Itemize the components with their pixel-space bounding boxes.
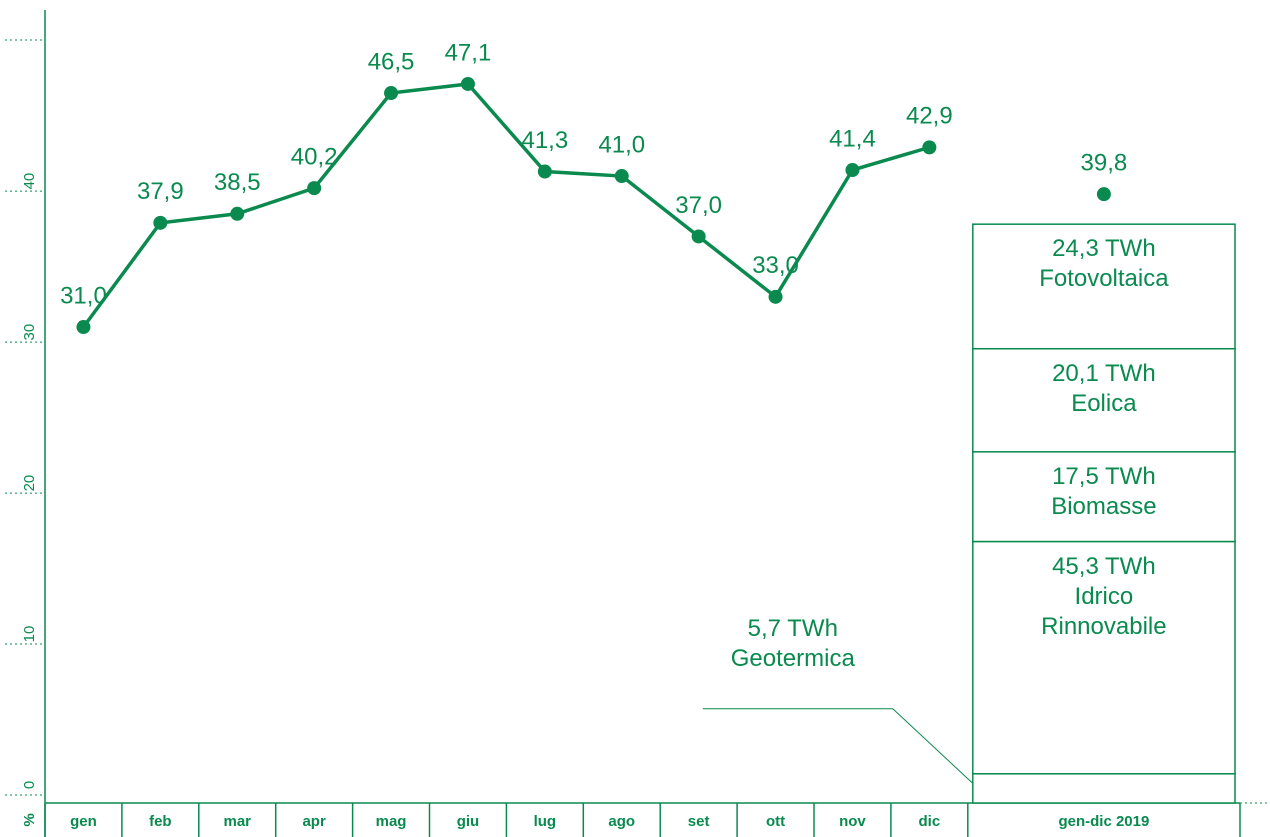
y-tick-label: 0	[21, 781, 38, 789]
stack-segment	[972, 348, 1236, 453]
x-tick-label: lug	[534, 813, 557, 830]
annual-point	[1096, 187, 1111, 202]
y-tick-label: 40	[21, 173, 38, 190]
data-point	[768, 289, 783, 304]
x-tick-label: ago	[608, 813, 635, 830]
x-tick-label: set	[688, 813, 710, 830]
data-point	[845, 163, 860, 178]
x-tick-label: feb	[149, 813, 172, 830]
value-label: 33,0	[752, 252, 799, 279]
x-tick-label: gen-dic 2019	[1058, 813, 1149, 830]
data-point	[153, 215, 168, 230]
value-label: 41,3	[521, 127, 568, 154]
data-point	[384, 86, 399, 101]
value-label: 37,0	[675, 192, 722, 219]
segment-value: 17,5 TWh	[1052, 462, 1156, 490]
segment-value: 20,1 TWh	[1052, 359, 1156, 387]
segment-label: 45,3 TWh Idrico Rinnovabile	[973, 552, 1235, 642]
segment-value: 24,3 TWh	[1052, 235, 1156, 263]
stack-segment	[972, 223, 1236, 350]
segment-label: 24,3 TWh Fotovoltaica	[973, 234, 1235, 294]
y-tick-label: 20	[21, 475, 38, 492]
x-tick-label: ott	[766, 813, 785, 830]
y-tick-label: 10	[21, 626, 38, 643]
value-label: 41,0	[598, 131, 645, 158]
data-line	[82, 82, 930, 329]
value-label: 38,5	[214, 169, 261, 196]
value-label: 41,4	[829, 125, 876, 152]
y-axis-label: %	[21, 813, 38, 826]
y-tick-label: 30	[21, 324, 38, 341]
stack-segment	[972, 540, 1236, 775]
x-tick-label: dic	[919, 813, 941, 830]
segment-label: 17,5 TWh Biomasse	[973, 462, 1235, 522]
segment-name: Biomasse	[1051, 492, 1157, 520]
data-point	[691, 229, 706, 244]
x-tick-label: apr	[302, 813, 326, 830]
segment-label: 20,1 TWh Eolica	[973, 359, 1235, 419]
stack-segment	[972, 451, 1236, 543]
segment-value: 45,3 TWh	[1052, 552, 1156, 580]
data-point	[614, 169, 629, 184]
data-point	[537, 164, 552, 179]
data-point	[922, 140, 937, 155]
data-point	[307, 181, 322, 196]
segment-name: Geotermica	[730, 644, 855, 672]
data-point	[76, 320, 91, 335]
x-tick-label: giu	[457, 813, 480, 830]
leader-line	[702, 708, 974, 784]
segment-name: Idrico Rinnovabile	[1041, 582, 1167, 640]
segment-name: Eolica	[1071, 389, 1137, 417]
segment-name: Fotovoltaica	[1039, 265, 1169, 293]
annual-value-label: 39,8	[1081, 150, 1128, 177]
data-point	[460, 76, 475, 91]
value-label: 40,2	[291, 143, 338, 170]
value-label: 31,0	[60, 282, 107, 309]
x-tick-label: gen	[70, 813, 97, 830]
stack-segment	[972, 773, 1236, 804]
x-tick-label: nov	[839, 813, 866, 830]
value-label: 42,9	[906, 103, 953, 130]
data-point	[230, 206, 245, 221]
x-tick-label: mag	[376, 813, 407, 830]
value-label: 46,5	[368, 48, 415, 75]
value-label: 37,9	[137, 178, 184, 205]
segment-value: 5,7 TWh	[747, 614, 838, 642]
segment-label: 5,7 TWh Geotermica	[673, 614, 913, 674]
x-tick-label: mar	[223, 813, 251, 830]
value-label: 47,1	[445, 39, 492, 66]
